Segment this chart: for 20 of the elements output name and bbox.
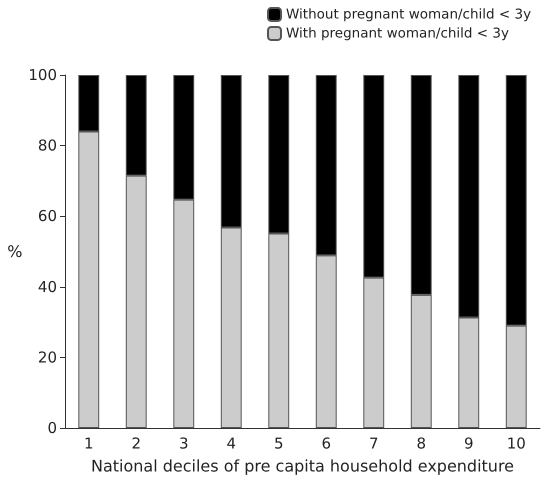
y-tick-label: 60: [38, 207, 57, 226]
x-tick-label: 9: [464, 434, 474, 452]
legend-label: With pregnant woman/child < 3y: [286, 26, 509, 42]
x-tick-label: 8: [416, 434, 426, 452]
y-tick-label: 0: [47, 419, 57, 437]
x-tick-label: 10: [506, 434, 526, 452]
y-tick-label: 20: [38, 348, 57, 366]
x-axis-title: National deciles of pre capita household expenditure: [90, 456, 514, 476]
x-tick-label: 3: [178, 434, 189, 452]
x-tick-label: 2: [131, 434, 142, 452]
x-tick-label: 7: [368, 434, 379, 452]
legend-label: Without pregnant woman/child < 3y: [286, 6, 532, 22]
x-tick-label: 5: [274, 434, 284, 452]
y-axis-title: %: [7, 242, 22, 261]
y-tick-label: 100: [28, 66, 57, 84]
x-tick-label: 1: [84, 434, 94, 452]
y-tick-label: 40: [38, 278, 57, 296]
y-tick-label: 80: [38, 136, 57, 155]
x-tick-label: 4: [226, 434, 236, 452]
x-tick-label: 6: [321, 434, 332, 452]
